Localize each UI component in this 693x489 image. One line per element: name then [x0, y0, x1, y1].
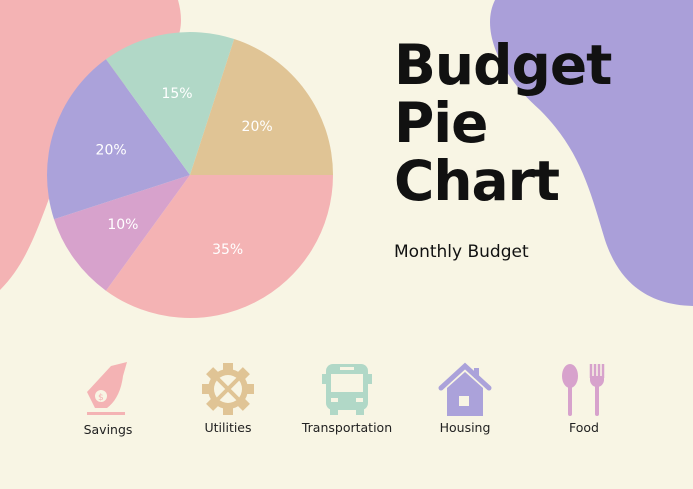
house-icon — [438, 362, 492, 416]
title-line: Chart — [394, 149, 560, 213]
legend-item-food: Food — [524, 362, 644, 435]
legend-label: Housing — [439, 420, 491, 435]
subtitle: Monthly Budget — [394, 242, 529, 262]
slice-label: 15% — [161, 86, 192, 102]
legend-item-housing: Housing — [405, 362, 525, 435]
money-hand-icon: $ — [87, 362, 127, 415]
legend-item-savings: $ Savings — [48, 362, 168, 437]
purple-blob — [490, 0, 693, 306]
svg-text:$: $ — [98, 393, 104, 403]
pie-slice-utilities — [190, 38, 333, 175]
legend-label: Utilities — [204, 420, 252, 435]
legend-item-utilities: Utilities — [168, 362, 288, 435]
title-line: Pie — [394, 91, 488, 155]
legend-item-transportation: Transportation — [287, 362, 407, 435]
spoon-fork-icon — [562, 364, 605, 416]
pie-slice-transportation — [105, 31, 235, 176]
page-title: Budget Pie Chart — [394, 33, 612, 213]
pie-slice-housing — [47, 59, 191, 220]
slice-label: 35% — [212, 242, 243, 258]
bus-icon — [322, 364, 372, 415]
slice-label: 20% — [96, 142, 127, 158]
slice-label: 20% — [242, 119, 273, 135]
legend-label: Transportation — [301, 420, 393, 435]
slice-label: 10% — [107, 217, 138, 233]
legend-label: Savings — [83, 422, 133, 437]
pie-chart: 35% 10% 20% 15% 20% — [47, 31, 333, 318]
pie-slice-food — [53, 175, 190, 291]
legend-label: Food — [569, 420, 599, 435]
title-line: Budget — [394, 33, 612, 97]
pie-slice-savings — [105, 175, 333, 318]
gear-tools-icon — [202, 363, 254, 415]
